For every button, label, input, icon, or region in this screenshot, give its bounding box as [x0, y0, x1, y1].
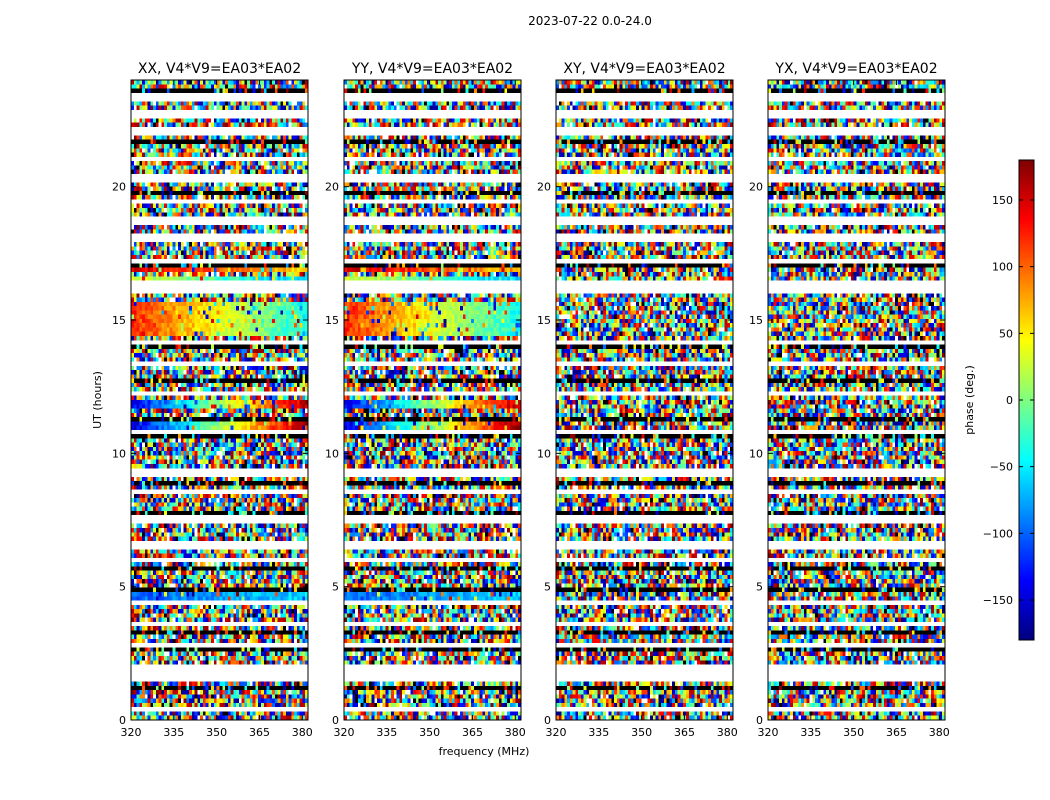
- panel-2: XY, V4*V9=EA03*EA02 320 335 350 365 380 0 5 10 15…: [537, 61, 738, 739]
- panel-title: XY, V4*V9=EA03*EA02: [563, 61, 725, 77]
- y-axis-label: UT (hours): [91, 371, 104, 429]
- colorbar-tick-label: 0: [1006, 394, 1013, 407]
- x-tick-label: 335: [800, 726, 821, 739]
- y-tick-label: 20: [325, 181, 339, 194]
- x-tick-label: 365: [886, 726, 907, 739]
- panel-1: YY, V4*V9=EA03*EA02 320 335 350 365 380 0 5 10 15…: [325, 61, 526, 739]
- colorbar-tick-label: −100: [983, 527, 1013, 540]
- y-tick-label: 15: [537, 314, 551, 327]
- y-tick-label: 15: [112, 314, 126, 327]
- panel-3: YX, V4*V9=EA03*EA02 320 335 350 365 380 0 5 10 15…: [749, 61, 950, 739]
- y-tick-label: 0: [756, 714, 763, 727]
- x-tick-label: 320: [758, 726, 779, 739]
- colorbar-tick-label: 150: [992, 194, 1013, 207]
- x-tick-label: 380: [717, 726, 738, 739]
- x-tick-label: 335: [588, 726, 609, 739]
- y-tick-label: 5: [756, 581, 763, 594]
- y-tick-label: 15: [749, 314, 763, 327]
- colorbar: −150 −100 −50 0 50 100 150 phase (deg.): [963, 159, 1035, 641]
- colorbar-tick-label: 50: [999, 327, 1013, 340]
- y-tick-label: 10: [749, 447, 763, 460]
- colorbar-tick-label: −150: [983, 594, 1013, 607]
- x-tick-label: 320: [121, 726, 142, 739]
- y-tick-label: 0: [332, 714, 339, 727]
- figure-title: 2023-07-22 0.0-24.0: [528, 14, 652, 28]
- x-tick-label: 335: [376, 726, 397, 739]
- x-axis-label: frequency (MHz): [439, 745, 530, 758]
- panel-frame: [767, 79, 946, 721]
- waterfall-image: [131, 80, 308, 720]
- panel-frame: [555, 79, 734, 721]
- panel-title: YY, V4*V9=EA03*EA02: [351, 61, 513, 77]
- y-tick-label: 20: [749, 181, 763, 194]
- y-tick-label: 10: [537, 447, 551, 460]
- y-tick-label: 5: [332, 581, 339, 594]
- colorbar-tick-label: 100: [992, 261, 1013, 274]
- x-tick-label: 365: [249, 726, 270, 739]
- x-tick-label: 320: [334, 726, 355, 739]
- y-tick-label: 10: [325, 447, 339, 460]
- y-tick-label: 20: [112, 181, 126, 194]
- panel-frame: [130, 79, 309, 721]
- x-tick-label: 350: [419, 726, 440, 739]
- panel-0: XX, V4*V9=EA03*EA02 320 335 350 365 380 0 5 10 15…: [112, 61, 313, 739]
- x-tick-label: 380: [929, 726, 950, 739]
- y-tick-label: 20: [537, 181, 551, 194]
- x-tick-label: 350: [843, 726, 864, 739]
- x-tick-label: 350: [206, 726, 227, 739]
- y-tick-label: 10: [112, 447, 126, 460]
- x-tick-label: 335: [163, 726, 184, 739]
- x-tick-label: 365: [462, 726, 483, 739]
- y-tick-label: 5: [119, 581, 126, 594]
- colorbar-label: phase (deg.): [963, 365, 976, 435]
- y-tick-label: 5: [544, 581, 551, 594]
- colorbar-tick-label: −50: [990, 461, 1013, 474]
- y-tick-label: 0: [119, 714, 126, 727]
- waterfall-image: [556, 80, 733, 720]
- waterfall-image: [768, 80, 945, 720]
- panel-title: XX, V4*V9=EA03*EA02: [138, 61, 301, 77]
- x-tick-label: 365: [674, 726, 695, 739]
- x-tick-label: 380: [292, 726, 313, 739]
- x-tick-label: 350: [631, 726, 652, 739]
- y-tick-label: 15: [325, 314, 339, 327]
- panel-title: YX, V4*V9=EA03*EA02: [774, 61, 937, 77]
- x-tick-label: 320: [546, 726, 567, 739]
- y-tick-label: 0: [544, 714, 551, 727]
- x-tick-label: 380: [505, 726, 526, 739]
- waterfall-image: [344, 80, 521, 720]
- panel-frame: [343, 79, 522, 721]
